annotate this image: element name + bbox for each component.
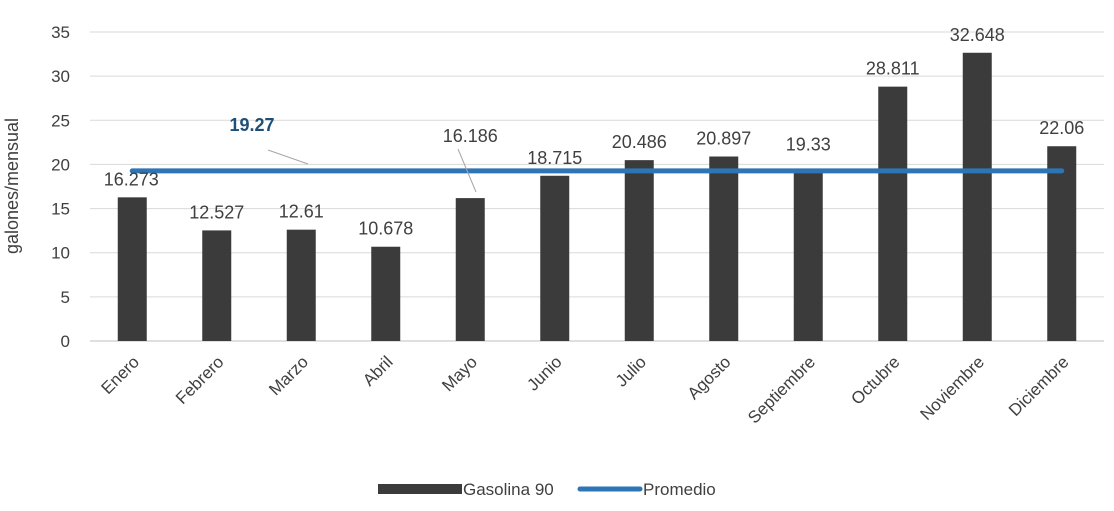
average-label-leader — [267, 149, 309, 165]
x-category-label: Marzo — [265, 352, 312, 399]
bar — [793, 170, 823, 341]
data-label: 22.06 — [1039, 118, 1084, 138]
data-label: 12.61 — [279, 202, 324, 222]
data-label: 32.648 — [950, 25, 1005, 45]
bar — [709, 156, 739, 341]
data-label: 10.678 — [358, 219, 413, 239]
x-category-label: Agosto — [684, 352, 735, 403]
x-category-label: Diciembre — [1005, 352, 1073, 420]
bar — [202, 230, 232, 341]
x-category-label: Abril — [359, 352, 396, 389]
y-axis-title: galones/mensual — [2, 118, 22, 254]
data-label: 20.897 — [696, 129, 751, 149]
x-category-label: Septiembre — [744, 352, 819, 427]
y-tick-label: 30 — [51, 67, 70, 86]
bar — [117, 197, 147, 341]
data-label: 20.486 — [612, 132, 667, 152]
data-label: 18.715 — [527, 148, 582, 168]
gridlines — [90, 31, 1104, 342]
legend-swatch-bar — [378, 484, 462, 494]
bars — [117, 52, 1077, 341]
legend-label-bar: Gasolina 90 — [463, 480, 554, 499]
y-tick-label: 10 — [51, 244, 70, 263]
x-category-label: Julio — [612, 352, 650, 390]
y-axis-ticks: 0 5 10 15 20 25 30 35 — [51, 23, 70, 351]
average-value-label: 19.27 — [229, 115, 274, 135]
y-tick-label: 25 — [51, 111, 70, 130]
average-line-group: 19.27 — [129, 115, 1065, 193]
x-category-label: Mayo — [438, 352, 481, 395]
bar — [962, 52, 992, 341]
legend: Gasolina 90 Promedio — [378, 480, 716, 499]
y-tick-label: 0 — [61, 332, 70, 351]
bar — [455, 198, 485, 341]
y-tick-label: 5 — [61, 288, 70, 307]
data-label: 16.273 — [104, 169, 159, 189]
x-category-label: Febrero — [172, 352, 228, 408]
y-tick-label: 35 — [51, 23, 70, 42]
x-category-label: Octubre — [847, 352, 903, 408]
data-label: 19.33 — [786, 134, 831, 154]
legend-label-line: Promedio — [643, 480, 716, 499]
bar — [286, 229, 316, 341]
x-category-label: Noviembre — [917, 352, 989, 424]
bar — [1047, 146, 1077, 341]
x-category-label: Junio — [523, 352, 565, 394]
data-label: 28.811 — [866, 59, 920, 79]
y-tick-label: 20 — [51, 155, 70, 174]
bar — [540, 175, 570, 341]
may-label-leader — [457, 148, 477, 193]
data-label: 16.186 — [443, 126, 498, 146]
bar — [878, 86, 908, 341]
y-tick-label: 15 — [51, 200, 70, 219]
x-category-label: Enero — [98, 352, 144, 398]
data-label: 12.527 — [189, 202, 244, 222]
bar — [371, 246, 401, 341]
x-axis-labels: Enero Febrero Marzo Abril Mayo Junio Julio Agos… — [98, 352, 1073, 427]
bar — [624, 160, 654, 341]
data-labels: 16.273 12.527 12.61 10.678 16.186 18.715 20.48… — [104, 25, 1085, 239]
